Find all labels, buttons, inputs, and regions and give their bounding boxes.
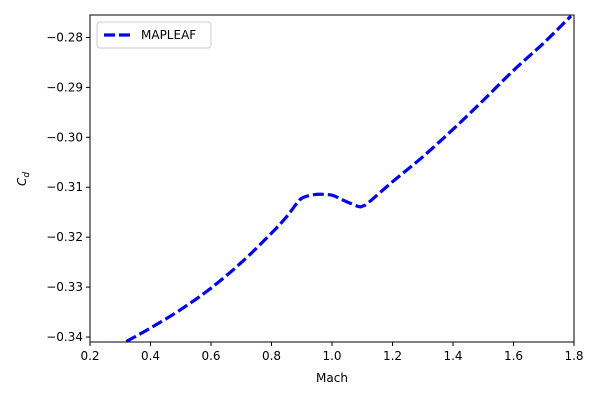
x-tick-label: 1.8 bbox=[564, 349, 583, 363]
y-tick-label: −0.33 bbox=[46, 280, 83, 294]
y-axis: −0.34 −0.33 −0.32 −0.31 −0.30 −0.29 −0.28 bbox=[46, 30, 90, 344]
y-tick-label: −0.30 bbox=[46, 130, 83, 144]
series-line-mapleaf bbox=[125, 14, 573, 343]
x-tick-label: 1.6 bbox=[504, 349, 523, 363]
x-tick-label: 1.2 bbox=[383, 349, 402, 363]
y-tick-label: −0.28 bbox=[46, 30, 83, 44]
legend-box bbox=[96, 21, 212, 49]
x-tick-label: 0.4 bbox=[141, 349, 160, 363]
y-tick-label: −0.29 bbox=[46, 80, 83, 94]
x-tick-label: 0.8 bbox=[262, 349, 281, 363]
y-axis-label: Cd bbox=[15, 172, 32, 186]
x-axis: 0.2 0.4 0.6 0.8 1.0 1.2 1.4 1.6 1.8 bbox=[80, 342, 584, 363]
x-tick-label: 0.2 bbox=[80, 349, 99, 363]
y-tick-label: −0.32 bbox=[46, 230, 83, 244]
x-axis-label: Mach bbox=[316, 371, 348, 385]
x-tick-label: 0.6 bbox=[201, 349, 220, 363]
legend: MAPLEAF bbox=[96, 21, 212, 49]
legend-label-mapleaf: MAPLEAF bbox=[141, 28, 196, 42]
x-tick-label: 1.0 bbox=[322, 349, 341, 363]
y-tick-label: −0.31 bbox=[46, 180, 83, 194]
y-tick-label: −0.34 bbox=[46, 330, 83, 344]
x-tick-label: 1.4 bbox=[443, 349, 462, 363]
